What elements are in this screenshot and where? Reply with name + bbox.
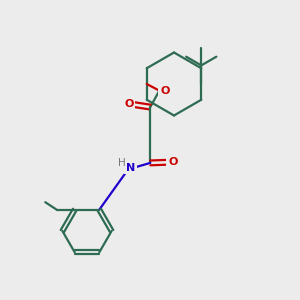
Text: O: O — [168, 157, 178, 167]
Text: N: N — [126, 163, 135, 173]
Text: O: O — [160, 85, 169, 96]
Text: H: H — [118, 158, 126, 168]
Text: O: O — [124, 99, 134, 109]
